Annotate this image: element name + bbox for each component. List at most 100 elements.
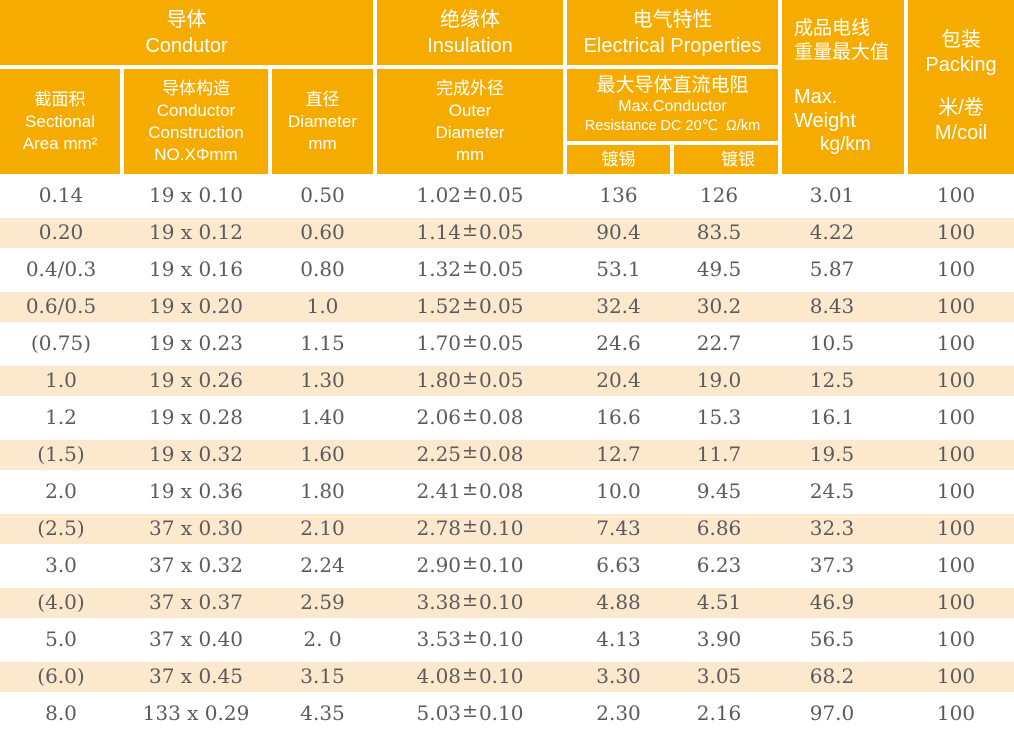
- header-group-insulation-zh: 绝缘体: [440, 8, 500, 31]
- header-group-max-weight-line-0: 成品电线: [794, 18, 871, 39]
- cell-construction: 37 x 0.40: [149, 626, 243, 651]
- cell-weight: 56.5: [809, 626, 855, 651]
- plus-minus-sign: ±: [462, 181, 478, 204]
- outer-diameter-tolerance: 0.10: [478, 552, 524, 577]
- cell-area: 0.4/0.3: [25, 256, 97, 281]
- cell-coil: 100: [936, 700, 976, 725]
- cell-diameter: 2.59: [300, 589, 345, 614]
- outer-diameter-value: 2.25: [416, 441, 462, 466]
- plus-minus-sign: ±: [462, 255, 478, 278]
- outer-diameter-value: 4.08: [416, 663, 462, 688]
- outer-diameter-value: 5.03: [416, 700, 462, 725]
- header-group-conductor-zh: 导体: [166, 8, 207, 31]
- cell-silvered: 3.05: [696, 663, 742, 688]
- table-row: (1.5) 19 x 0.32 1.60 2.25±0.08 12.7 11.7 19.5 1…: [0, 435, 1014, 472]
- table-row: 2.0 19 x 0.36 1.80 2.41±0.08 10.0 9.45 24.5 100: [0, 472, 1014, 509]
- cell-od: 4.08±0.10: [375, 663, 565, 688]
- cell-silvered: 4.51: [696, 589, 742, 614]
- table-row: 1.0 19 x 0.26 1.30 1.80±0.05 20.4 19.0 12.5 100: [0, 361, 1014, 398]
- header-group-max-weight-line-3: kg/km: [820, 134, 871, 155]
- col-header-sectional-area: 截面积 Sectional Area mm²: [0, 69, 120, 174]
- cell-tinned: 136: [599, 182, 638, 207]
- cell-coil: 100: [936, 219, 976, 244]
- cell-area: 1.2: [45, 404, 77, 429]
- col-header-conductor-construction-line-2: Construction: [148, 122, 244, 142]
- col-header-outer-diameter-line-2: Diameter: [435, 122, 505, 142]
- plus-minus-sign: ±: [462, 403, 478, 426]
- cell-silvered: 19.0: [696, 367, 742, 392]
- col-header-diameter-line-0: 直径: [305, 89, 340, 109]
- header-group-max-weight-line-2: Max. Weight: [794, 86, 856, 132]
- cell-tinned: 90.4: [596, 219, 641, 244]
- cell-tinned: 10.0: [596, 478, 641, 503]
- cell-area: 0.6/0.5: [25, 293, 97, 318]
- cell-tinned: 4.88: [596, 589, 641, 614]
- cell-weight: 8.43: [809, 293, 855, 318]
- col-header-sectional-area-line-0: 截面积: [34, 89, 86, 109]
- cell-construction: 19 x 0.26: [149, 367, 243, 392]
- col-header-max-resistance-line-0: 最大导体直流电阻: [596, 75, 749, 96]
- cell-coil: 100: [936, 478, 976, 503]
- plus-minus-sign: ±: [462, 440, 478, 463]
- plus-minus-sign: ±: [462, 477, 478, 500]
- cell-coil: 100: [936, 441, 976, 466]
- cell-silvered: 3.90: [696, 626, 742, 651]
- plus-minus-sign: ±: [462, 292, 478, 315]
- cell-area: (1.5): [37, 441, 85, 466]
- cell-silvered: 6.86: [696, 515, 742, 540]
- col-header-max-resistance: 最大导体直流电阻 Max.Conductor Resistance DC 20℃ Ω…: [567, 69, 778, 141]
- cell-silvered: 15.3: [696, 404, 742, 429]
- cell-weight: 12.5: [809, 367, 855, 392]
- cell-coil: 100: [936, 663, 976, 688]
- cell-diameter: 2. 0: [303, 626, 342, 651]
- table-row: (6.0) 37 x 0.45 3.15 4.08±0.10 3.30 3.05 68.2 1…: [0, 657, 1014, 694]
- cell-od: 2.41±0.08: [375, 477, 565, 503]
- header-group-insulation-en: Insulation: [427, 34, 513, 57]
- cell-construction: 19 x 0.23: [149, 330, 243, 355]
- cell-area: 0.14: [38, 182, 84, 207]
- outer-diameter-value: 2.90: [416, 552, 462, 577]
- cell-weight: 68.2: [809, 663, 855, 688]
- cell-weight: 16.1: [809, 404, 855, 429]
- plus-minus-sign: ±: [462, 366, 478, 389]
- plus-minus-sign: ±: [462, 514, 478, 537]
- cell-diameter: 0.60: [300, 219, 345, 244]
- cell-diameter: 1.40: [300, 404, 345, 429]
- table-row: (4.0) 37 x 0.37 2.59 3.38±0.10 4.88 4.51 46.9 1…: [0, 583, 1014, 620]
- cell-od: 3.53±0.10: [375, 626, 565, 651]
- cell-area: 2.0: [45, 478, 77, 503]
- cell-weight: 32.3: [809, 515, 855, 540]
- table-row: 0.14 19 x 0.10 0.50 1.02±0.05 136 126 3.01 100: [0, 176, 1014, 213]
- cell-area: 1.0: [45, 367, 77, 392]
- outer-diameter-value: 3.38: [416, 589, 462, 614]
- outer-diameter-tolerance: 0.08: [478, 441, 524, 466]
- header-group-packing: 包装 Packing 米/卷 M/coil: [908, 0, 1014, 174]
- cell-silvered: 83.5: [696, 219, 742, 244]
- table-row: 0.6/0.5 19 x 0.20 1.0 1.52±0.05 32.4 30.2 8.43…: [0, 287, 1014, 324]
- cell-construction: 19 x 0.36: [149, 478, 243, 503]
- cell-diameter: 1.15: [300, 330, 345, 355]
- outer-diameter-tolerance: 0.05: [478, 219, 524, 244]
- cell-area: 8.0: [45, 700, 77, 725]
- table-body: 0.14 19 x 0.10 0.50 1.02±0.05 136 126 3.01 100 0…: [0, 176, 1014, 731]
- header-group-conductor-en: Condutor: [145, 34, 228, 57]
- col-header-tinned: 镀锡: [567, 145, 670, 174]
- cell-construction: 19 x 0.12: [149, 219, 243, 244]
- header-group-max-weight-line-1: 重量最大值: [794, 42, 890, 63]
- col-header-outer-diameter-line-3: mm: [455, 144, 485, 164]
- cell-coil: 100: [936, 182, 976, 207]
- cell-diameter: 0.80: [300, 256, 345, 281]
- outer-diameter-value: 1.32: [416, 256, 462, 281]
- outer-diameter-tolerance: 0.08: [478, 404, 524, 429]
- cell-diameter: 2.24: [300, 552, 345, 577]
- header-group-electrical-zh: 电气特性: [632, 8, 713, 31]
- cell-diameter: 2.10: [300, 515, 345, 540]
- cell-weight: 3.01: [809, 182, 855, 207]
- cell-area: (6.0): [37, 663, 85, 688]
- cell-od: 1.32±0.05: [375, 255, 565, 281]
- cell-tinned: 24.6: [596, 330, 641, 355]
- cell-diameter: 1.0: [306, 293, 339, 318]
- cell-od: 2.25±0.08: [375, 440, 565, 466]
- table-row: (0.75) 19 x 0.23 1.15 1.70±0.05 24.6 22.7 10.5…: [0, 324, 1014, 361]
- table-row: 0.4/0.3 19 x 0.16 0.80 1.32±0.05 53.1 49.5 5.8…: [0, 250, 1014, 287]
